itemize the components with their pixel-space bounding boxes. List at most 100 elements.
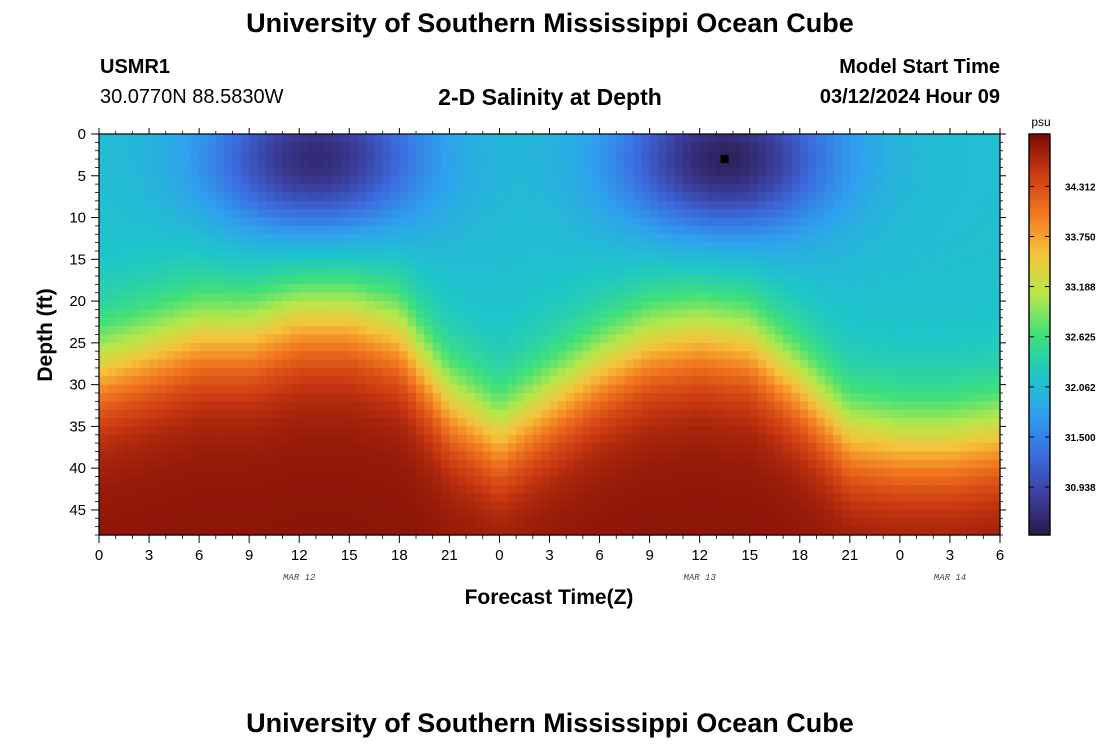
- heatmap-cell: [524, 267, 534, 277]
- heatmap-cell: [949, 175, 959, 185]
- heatmap-cell: [841, 401, 851, 411]
- heatmap-cell: [699, 434, 709, 444]
- heatmap-cell: [474, 476, 484, 486]
- heatmap-cell: [365, 192, 375, 202]
- heatmap-cell: [441, 351, 450, 361]
- heatmap-cell: [324, 276, 334, 285]
- heatmap-cell: [607, 367, 617, 377]
- heatmap-cell: [482, 259, 492, 269]
- heatmap-cell: [908, 192, 918, 202]
- heatmap-cell: [891, 501, 901, 511]
- heatmap-cell: [666, 167, 676, 177]
- heatmap-cell: [457, 401, 467, 411]
- heatmap-cell: [424, 209, 434, 219]
- heatmap-cell: [691, 384, 701, 394]
- heatmap-cell: [933, 418, 943, 427]
- heatmap-cell: [491, 468, 501, 478]
- heatmap-cell: [933, 493, 943, 503]
- heatmap-cell: [382, 359, 392, 369]
- heatmap-cell: [766, 326, 776, 336]
- heatmap-cell: [849, 267, 859, 277]
- heatmap-cell: [340, 484, 350, 494]
- heatmap-cell: [199, 301, 209, 311]
- heatmap-cell: [224, 175, 234, 185]
- heatmap-cell: [649, 225, 659, 235]
- heatmap-cell: [783, 292, 793, 302]
- heatmap-cell: [708, 476, 717, 486]
- heatmap-cell: [582, 134, 592, 143]
- heatmap-cell: [632, 267, 642, 277]
- heatmap-cell: [349, 434, 359, 444]
- heatmap-cell: [733, 376, 742, 386]
- heatmap-cell: [207, 443, 217, 453]
- heatmap-cell: [357, 401, 367, 411]
- heatmap-cell: [924, 518, 934, 528]
- heatmap-cell: [599, 309, 609, 319]
- heatmap-cell: [632, 292, 642, 302]
- heatmap-cell: [290, 317, 300, 327]
- heatmap-cell: [374, 459, 384, 469]
- heatmap-cell: [749, 309, 759, 319]
- heatmap-cell: [449, 351, 459, 361]
- heatmap-cell: [532, 309, 542, 319]
- heatmap-cell: [282, 443, 292, 453]
- heatmap-cell: [933, 217, 943, 227]
- heatmap-cell: [582, 426, 592, 436]
- heatmap-cell: [841, 484, 851, 494]
- heatmap-cell: [833, 376, 843, 386]
- heatmap-cell: [290, 484, 300, 494]
- heatmap-cell: [541, 292, 551, 302]
- heatmap-cell: [699, 493, 709, 503]
- heatmap-cell: [916, 518, 926, 528]
- heatmap-cell: [666, 317, 676, 327]
- heatmap-cell: [424, 351, 434, 361]
- heatmap-cell: [699, 242, 709, 252]
- heatmap-cell: [424, 326, 434, 336]
- heatmap-cell: [632, 401, 642, 411]
- heatmap-cell: [365, 443, 375, 453]
- heatmap-cell: [666, 209, 676, 219]
- heatmap-cell: [115, 526, 125, 536]
- heatmap-cell: [941, 501, 951, 511]
- heatmap-cell: [340, 434, 350, 444]
- heatmap-cell: [140, 267, 150, 277]
- heatmap-cell: [691, 267, 701, 277]
- heatmap-cell: [174, 376, 184, 386]
- heatmap-cell: [507, 259, 517, 269]
- heatmap-cell: [799, 451, 809, 461]
- heatmap-cell: [758, 284, 767, 294]
- heatmap-cell: [474, 209, 484, 219]
- heatmap-cell: [758, 292, 767, 302]
- heatmap-cell: [282, 192, 292, 202]
- heatmap-cell: [374, 468, 384, 478]
- heatmap-cell: [566, 384, 576, 394]
- heatmap-cell: [908, 209, 918, 219]
- heatmap-cell: [649, 267, 659, 277]
- heatmap-cell: [532, 451, 542, 461]
- heatmap-cell: [791, 217, 801, 227]
- heatmap-cell: [132, 409, 142, 419]
- heatmap-cell: [207, 175, 217, 185]
- heatmap-cell: [99, 309, 108, 319]
- heatmap-cell: [816, 250, 826, 260]
- heatmap-cell: [833, 501, 843, 511]
- heatmap-cell: [332, 501, 342, 511]
- heatmap-cell: [824, 342, 834, 352]
- heatmap-cell: [124, 217, 133, 227]
- heatmap-cell: [632, 276, 642, 285]
- heatmap-cell: [157, 401, 167, 411]
- heatmap-cell: [582, 259, 592, 269]
- heatmap-cell: [841, 142, 851, 152]
- heatmap-cell: [858, 426, 868, 436]
- heatmap-cell: [282, 200, 292, 210]
- heatmap-cell: [674, 342, 684, 352]
- heatmap-cell: [724, 501, 734, 511]
- heatmap-cell: [374, 276, 384, 285]
- heatmap-cell: [265, 276, 275, 285]
- heatmap-cell: [207, 142, 217, 152]
- heatmap-cell: [407, 376, 417, 386]
- heatmap-cell: [774, 367, 784, 377]
- heatmap-cell: [140, 501, 150, 511]
- heatmap-cell: [132, 167, 142, 177]
- heatmap-cell: [833, 317, 843, 327]
